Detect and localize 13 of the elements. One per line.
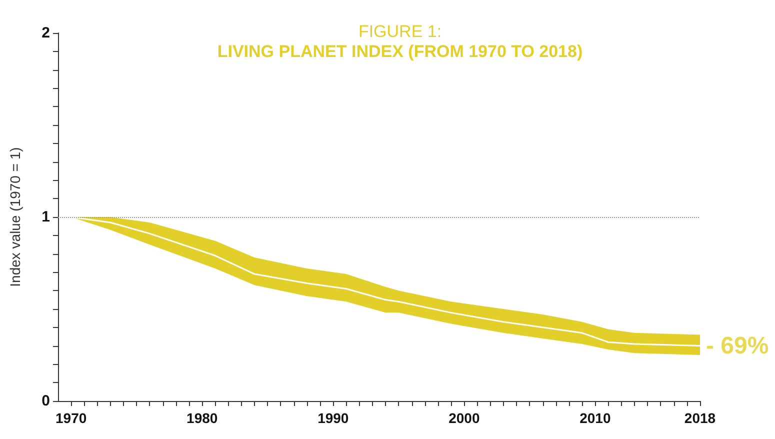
text: LIVING PLANET INDEX (FROM 1970 TO 2018) [217, 42, 583, 61]
annotation: - 69% [706, 332, 769, 360]
chart-title: FIGURE 1: [358, 22, 442, 41]
y-tick-label: 1 [42, 208, 50, 226]
x-tick-label: 2000 [448, 410, 480, 426]
x-tick-label: 1980 [186, 410, 218, 426]
y-axis-title: Index value (1970 = 1) [7, 147, 23, 287]
x-tick-label: 1970 [56, 410, 87, 426]
x-tick-label: 1990 [318, 410, 349, 426]
y-tick-label: 2 [42, 24, 50, 42]
y-tick-label: 0 [42, 392, 50, 410]
x-tick-label: 2018 [684, 410, 716, 426]
x-tick-label: 2010 [580, 410, 611, 426]
